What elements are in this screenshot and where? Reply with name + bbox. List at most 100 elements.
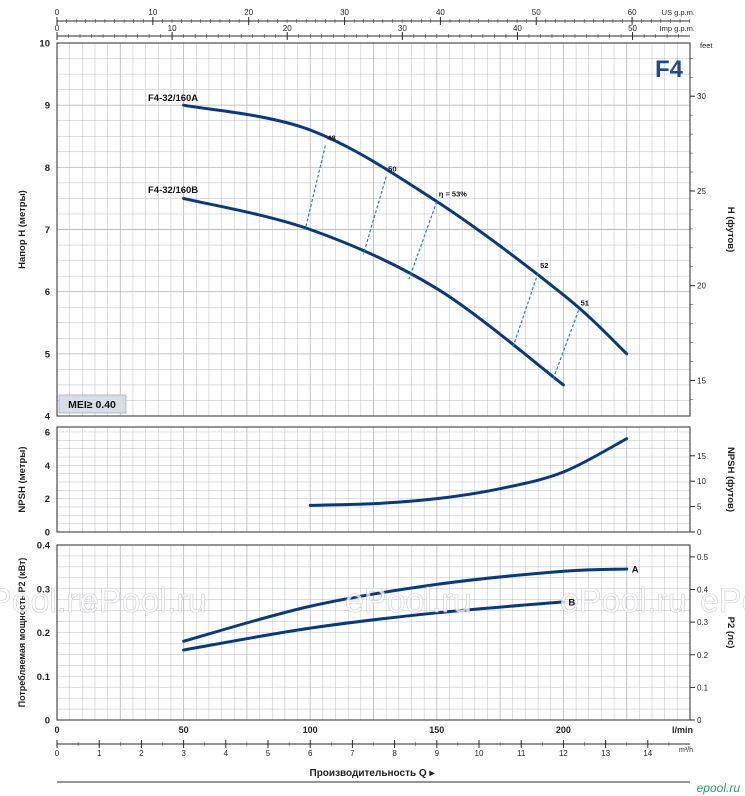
bottom-m3h-tick-label: 7 <box>350 749 355 758</box>
right-tick-label-power: 0.2 <box>697 651 709 660</box>
bottom-m3h-tick-label: 9 <box>435 749 440 758</box>
mei-box <box>58 394 127 414</box>
efficiency-label: 52 <box>540 261 548 270</box>
curve-head-f4-32-160a <box>182 103 629 356</box>
right-tick-label-power: 0.5 <box>697 553 709 562</box>
top-us-tick-label: 20 <box>244 8 253 17</box>
bottom-m3h-tick-label: 1 <box>97 749 102 758</box>
y-tick-label-power: 0 <box>45 716 50 727</box>
series-label-power: B <box>568 597 575 608</box>
top-imp-tick-label: 20 <box>283 24 292 33</box>
bottom-m3h-tick-label: 4 <box>224 749 229 758</box>
y-tick-label-npsh: 2 <box>45 494 50 505</box>
efficiency-label: 48 <box>327 134 335 143</box>
curve-power-a <box>182 567 629 643</box>
bottom-lmin-tick-label: 100 <box>303 725 318 735</box>
top-us-tick-label: 60 <box>628 8 637 17</box>
panel-frame-power <box>56 544 691 721</box>
bottom-m3h-tick-label: 14 <box>643 749 652 758</box>
right-tick-label-npsh: 0 <box>697 528 702 537</box>
watermark-text: ePool.ru <box>80 582 207 620</box>
bottom-lmin-tick-label: 200 <box>556 725 571 735</box>
footer-logo: epool.ru <box>697 781 741 795</box>
y-tick-label-head: 8 <box>45 163 50 174</box>
watermark-text: ePool.ru <box>560 582 687 620</box>
bottom-m3h-tick-label: 3 <box>181 749 186 758</box>
bottom-m3h-tick-label: 13 <box>601 749 610 758</box>
curve-layer <box>182 103 629 652</box>
top-us-unit: US g.p.m. <box>662 8 695 17</box>
model-badge: F4 <box>655 56 684 83</box>
right-tick-label-power: 0.4 <box>697 586 709 595</box>
y-axis-title-right-head: H (футов) <box>725 207 736 253</box>
curve-head-f4-32-160b <box>182 196 565 387</box>
y-axis-title-right-power: P2 (лс) <box>725 617 736 649</box>
bottom-m3h-tick-label: 12 <box>559 749 568 758</box>
bottom-m3h-tick-label: 8 <box>392 749 397 758</box>
series-label-head: F4-32/160B <box>148 185 198 196</box>
right-tick-label-head: 20 <box>697 282 706 291</box>
y-axis-title-head: Напор H (метры) <box>17 190 28 269</box>
mei-label: MEI≥ 0.40 <box>68 399 116 411</box>
efficiency-line <box>304 145 326 230</box>
series-label-head: F4-32/160A <box>148 93 198 104</box>
efficiency-label: 50 <box>388 165 396 174</box>
top-us-tick-label: 50 <box>532 8 541 17</box>
frame-layer <box>56 17 695 783</box>
panel-frame-npsh <box>56 426 691 533</box>
curve-npsh-series <box>308 437 629 507</box>
y-tick-label-power: 0.4 <box>37 541 51 552</box>
bottom-lmin-tick-label: 50 <box>179 725 189 735</box>
y-tick-label-head: 4 <box>45 412 51 423</box>
top-us-tick-label: 30 <box>340 8 349 17</box>
right-tick-label-npsh: 5 <box>697 503 702 512</box>
bottom-lmin-unit: l/min <box>672 725 693 735</box>
right-tick-label-power: 0.3 <box>697 618 709 627</box>
top-us-tick-label: 0 <box>55 8 60 17</box>
y-tick-label-head: 6 <box>45 287 50 298</box>
efficiency-label: η = 53% <box>439 190 467 199</box>
panel-frame-head <box>56 42 691 417</box>
bottom-m3h-tick-label: 6 <box>308 749 313 758</box>
text-layer: 0 10 20 30 40 50 60 US g.p.m.0 10 20 30 40 50 Imp g.p… <box>0 8 745 795</box>
y-tick-label-npsh: 0 <box>45 528 50 539</box>
y-tick-label-head: 10 <box>39 39 50 50</box>
efficiency-line <box>512 272 539 348</box>
efficiency-label: 51 <box>581 298 589 307</box>
y-tick-label-npsh: 6 <box>45 428 50 439</box>
right-tick-label-head: 25 <box>697 187 706 196</box>
curve-power-b <box>182 600 565 652</box>
right-tick-label-npsh: 15 <box>697 452 706 461</box>
bottom-m3h-tick-label: 2 <box>139 749 144 758</box>
y-tick-label-power: 0.2 <box>37 628 50 639</box>
right-tick-label-npsh: 10 <box>697 477 706 486</box>
right-unit-feet: feet <box>700 41 713 50</box>
y-axis-title-power: Потребляемая мощность P2 (кВт) <box>17 558 27 708</box>
top-imp-tick-label: 30 <box>398 24 407 33</box>
right-tick-label-power: 0.1 <box>697 683 709 692</box>
bottom-m3h-tick-label: 0 <box>55 749 60 758</box>
right-tick-label-head: 30 <box>697 92 706 101</box>
bottom-m3h-tick-label: 5 <box>266 749 271 758</box>
series-label-power: A <box>632 565 639 576</box>
right-tick-label-power: 0 <box>697 716 702 725</box>
watermark-text: ePool.ru <box>700 582 745 620</box>
top-imp-unit: Imp g.p.m. <box>660 24 695 33</box>
top-us-tick-label: 10 <box>148 8 157 17</box>
bottom-lmin-tick-label: 150 <box>429 725 444 735</box>
efficiency-line <box>362 176 387 255</box>
y-axis-title-right-npsh: NPSH (футов) <box>725 447 736 512</box>
top-imp-tick-label: 50 <box>628 24 637 33</box>
top-imp-tick-label: 40 <box>513 24 522 33</box>
y-tick-label-power: 0.3 <box>37 584 50 595</box>
y-tick-label-power: 0.1 <box>37 672 51 683</box>
top-us-tick-label: 40 <box>436 8 445 17</box>
bottom-m3h-unit: m³/h <box>679 747 693 754</box>
efficiency-line <box>552 310 580 379</box>
efficiency-line <box>408 201 438 280</box>
x-axis-title: Производительность Q ▸ <box>310 768 436 779</box>
watermark-text: ePool.ru <box>0 582 97 620</box>
top-imp-tick-label: 0 <box>55 24 60 33</box>
top-imp-tick-label: 10 <box>168 24 177 33</box>
